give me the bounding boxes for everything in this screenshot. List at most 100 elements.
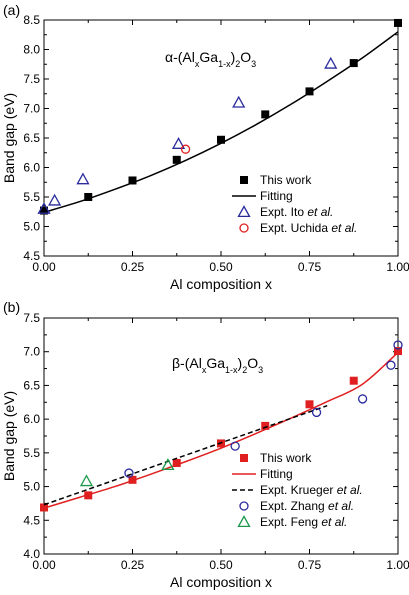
- y-tick-label: 7.0: [23, 345, 40, 359]
- data-point: [305, 87, 314, 96]
- data-point: [261, 421, 270, 430]
- y-tick-label: 8.0: [23, 43, 40, 57]
- x-axis-label: Al composition x: [170, 276, 272, 292]
- data-point: [394, 18, 402, 27]
- data-point: [180, 144, 191, 154]
- data-point: [79, 474, 94, 487]
- legend-marker: [237, 205, 251, 218]
- y-tick-label: 5.5: [23, 446, 40, 460]
- series-expt-ito-et-al: [37, 56, 338, 214]
- series-fitting: [43, 31, 399, 214]
- legend-entry: Expt. Feng et al.: [260, 515, 347, 529]
- legend-entry-etal: et al.: [321, 515, 347, 529]
- legend-marker: [237, 515, 251, 528]
- data-point: [232, 95, 246, 108]
- x-tick-label: 0.25: [121, 558, 145, 572]
- series-expt-feng-et-al: [79, 458, 175, 487]
- data-point: [393, 340, 403, 350]
- formula-subscript: 2: [242, 365, 247, 375]
- x-tick-label: 1.00: [386, 558, 409, 572]
- formula-text: ): [231, 49, 236, 65]
- legend-entry: Fitting: [260, 189, 293, 203]
- y-tick-label: 7.0: [23, 102, 40, 116]
- formula-subscript: 1-x: [218, 59, 231, 69]
- y-tick-label: 6.0: [23, 161, 40, 175]
- y-tick-label: 7.5: [23, 72, 40, 86]
- chart-formula-title: α-(AlxGa1-x)2O3: [165, 49, 256, 69]
- y-tick-label: 4.5: [23, 513, 40, 527]
- y-tick-label: 6.5: [23, 378, 40, 392]
- data-point: [357, 394, 368, 404]
- formula-text: α-(Al: [165, 49, 195, 65]
- data-point: [40, 206, 48, 215]
- y-tick-label: 4.0: [23, 547, 40, 561]
- legend-entry-text: Expt. Uchida: [260, 221, 331, 235]
- formula-subscript: x: [195, 59, 200, 69]
- legend-marker: [240, 176, 248, 184]
- x-tick-label: 0.75: [298, 260, 322, 274]
- dashed-line: [43, 404, 328, 506]
- fitting-curve: [43, 31, 399, 214]
- data-point: [386, 360, 396, 370]
- legend-entry-text: Expt. Feng: [260, 515, 321, 529]
- series-expt-uchida-et-al: [180, 144, 191, 154]
- data-point: [37, 201, 51, 214]
- data-point: [305, 400, 314, 409]
- data-point: [84, 193, 93, 201]
- data-point: [124, 468, 134, 478]
- series-this-work: [40, 18, 402, 215]
- legend-entry-etal: et al.: [307, 205, 333, 219]
- fitting-curve: [43, 351, 399, 509]
- legend-entry: Expt. Zhang et al.: [260, 499, 354, 513]
- series-expt-zhang-et-al: [124, 340, 403, 478]
- formula-subscript: 1-x: [225, 365, 238, 375]
- y-tick-label: 5.0: [23, 480, 40, 494]
- legend-entry-text: Expt. Zhang: [260, 499, 328, 513]
- legend-entry-etal: et al.: [331, 221, 357, 235]
- data-point: [161, 458, 175, 471]
- panel-label: (a): [3, 2, 20, 18]
- y-tick-label: 6.5: [23, 131, 40, 145]
- x-tick-label: 1.00: [386, 260, 409, 274]
- data-point: [171, 137, 186, 149]
- data-point: [48, 193, 62, 206]
- data-point: [349, 376, 358, 385]
- data-point: [394, 347, 402, 356]
- series-fitting: [43, 351, 399, 509]
- y-axis-label: Band gap (eV): [1, 93, 17, 183]
- legend-marker: [239, 223, 249, 233]
- legend-entry-etal: et al.: [328, 499, 354, 513]
- x-axis-label: Al composition x: [170, 574, 272, 590]
- chart-panel-b: 0.00 0.25 0.50 0.75 1.00 4.0 4.5 5.0 5.5 6.0 6.5 7.…: [1, 299, 409, 590]
- legend-marker: [239, 501, 249, 511]
- x-tick-label: 0.25: [121, 260, 145, 274]
- chart-formula-title: β-(AlxGa1-x)2O3: [172, 355, 263, 375]
- formula-text: ): [238, 355, 243, 371]
- legend-entry-text: Expt. Krueger: [260, 483, 337, 497]
- x-tick-label: 0.75: [298, 558, 322, 572]
- y-tick-label: 5.5: [23, 190, 40, 204]
- formula-subscript: 2: [235, 59, 240, 69]
- formula-text: β-(Al: [172, 355, 202, 371]
- x-tick-label: 0.00: [32, 260, 56, 274]
- data-point: [217, 135, 225, 144]
- series-expt-krueger-et-al: [43, 404, 328, 506]
- y-tick-label: 6.0: [23, 412, 40, 426]
- x-tick-label: 0.50: [209, 558, 233, 572]
- y-tick-label: 7.5: [23, 311, 40, 325]
- panel-label: (b): [3, 299, 20, 315]
- chart-panel-a: 0.00 0.25 0.50 0.75 1.00 4.5 5.0 5.5 6.0 6.5 7.0 7.…: [1, 2, 409, 292]
- formula-subscript: 3: [258, 365, 263, 375]
- legend-entry: This work: [260, 451, 312, 465]
- data-point: [311, 407, 322, 418]
- formula-text: O: [240, 49, 251, 65]
- formula-text: O: [247, 355, 258, 371]
- legend-marker: [240, 454, 248, 462]
- data-point: [172, 458, 181, 467]
- data-point: [128, 176, 137, 185]
- legend-entry: Expt. Krueger et al.: [260, 483, 363, 497]
- data-point: [261, 110, 270, 119]
